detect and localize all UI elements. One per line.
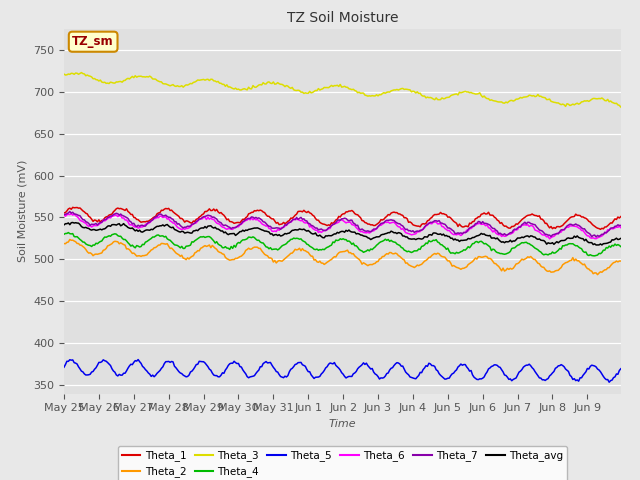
Theta_2 [594,272,602,277]
Theta_6 [98,220,106,226]
Theta_7 [458,231,466,237]
Theta_avg [458,238,466,243]
Line: Theta_4: Theta_4 [64,233,621,256]
Title: TZ Soil Moisture: TZ Soil Moisture [287,11,398,25]
Theta_2 [541,266,549,272]
Line: Theta_avg: Theta_avg [64,223,621,245]
Line: Theta_6: Theta_6 [64,214,621,239]
Line: Theta_1: Theta_1 [64,207,621,229]
Theta_5 [79,369,87,375]
Theta_7 [617,223,625,228]
Theta_5 [458,362,466,368]
Theta_3 [617,104,625,110]
Theta_6 [546,236,554,242]
Theta_3 [348,87,356,93]
Theta_3 [614,102,621,108]
Theta_7 [98,219,106,225]
X-axis label: Time: Time [328,419,356,429]
Theta_4 [616,242,623,248]
Theta_2 [348,251,356,257]
Theta_7 [616,223,623,228]
Theta_3 [60,71,68,77]
Theta_6 [67,211,75,216]
Theta_4 [591,253,598,259]
Theta_7 [348,217,356,223]
Theta_avg [616,236,623,242]
Line: Theta_2: Theta_2 [64,240,621,275]
Theta_3 [98,79,106,85]
Theta_5 [616,368,623,373]
Theta_6 [60,212,68,218]
Theta_1 [81,209,88,215]
Line: Theta_3: Theta_3 [64,72,621,107]
Theta_avg [60,222,68,228]
Theta_7 [541,231,549,237]
Theta_1 [348,208,356,214]
Theta_5 [605,379,613,385]
Theta_5 [134,357,142,362]
Theta_4 [65,230,72,236]
Theta_1 [541,220,549,226]
Theta_2 [66,237,74,242]
Theta_4 [541,252,549,257]
Theta_6 [617,225,625,230]
Theta_avg [348,229,356,235]
Theta_6 [81,220,88,226]
Theta_5 [60,364,68,370]
Theta_avg [541,239,549,245]
Theta_6 [616,223,623,229]
Theta_5 [348,373,356,379]
Theta_4 [617,244,625,250]
Theta_2 [616,258,623,264]
Theta_1 [98,218,106,224]
Line: Theta_7: Theta_7 [64,212,621,237]
Theta_3 [541,95,549,101]
Theta_4 [98,238,106,244]
Theta_1 [69,204,77,210]
Theta_4 [458,248,466,254]
Theta_1 [458,224,466,230]
Theta_3 [458,89,466,95]
Theta_6 [348,222,356,228]
Theta_avg [81,225,88,230]
Theta_1 [616,215,623,221]
Theta_2 [81,245,88,251]
Theta_5 [97,360,104,365]
Theta_avg [592,242,600,248]
Theta_7 [592,234,600,240]
Theta_1 [617,214,625,219]
Theta_5 [617,366,625,372]
Theta_6 [541,232,549,238]
Theta_2 [60,240,68,246]
Legend: Theta_1, Theta_2, Theta_3, Theta_4, Theta_5, Theta_6, Theta_7, Theta_avg: Theta_1, Theta_2, Theta_3, Theta_4, Thet… [118,446,567,480]
Theta_5 [541,378,549,384]
Theta_2 [617,258,625,264]
Theta_2 [458,265,466,271]
Line: Theta_5: Theta_5 [64,360,621,382]
Theta_3 [81,71,88,77]
Theta_avg [98,227,106,233]
Theta_3 [77,70,85,75]
Theta_1 [60,210,68,216]
Theta_4 [348,241,356,247]
Y-axis label: Soil Moisture (mV): Soil Moisture (mV) [17,160,28,263]
Text: TZ_sm: TZ_sm [72,35,114,48]
Theta_4 [81,240,88,245]
Theta_7 [66,209,74,215]
Theta_avg [69,220,77,226]
Theta_1 [596,227,604,232]
Theta_6 [458,231,466,237]
Theta_4 [60,231,68,237]
Theta_2 [98,250,106,256]
Theta_avg [617,236,625,241]
Theta_7 [81,217,88,223]
Theta_7 [60,212,68,217]
